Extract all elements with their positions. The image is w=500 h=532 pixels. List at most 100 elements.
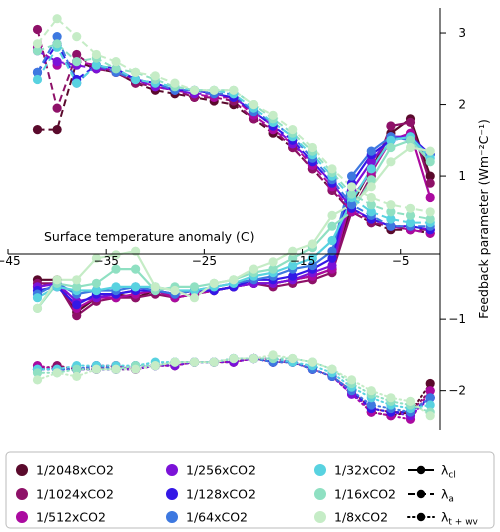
data-point-a xyxy=(386,221,396,231)
data-point-a xyxy=(366,192,376,203)
data-point-cl xyxy=(268,264,278,274)
data-point-a xyxy=(32,67,43,77)
data-point-twv xyxy=(52,368,62,378)
data-point-cl xyxy=(52,275,62,285)
data-point-a xyxy=(405,210,416,220)
legend-label: 1/16xCO2 xyxy=(334,487,396,502)
legend-marker xyxy=(166,488,178,500)
data-point-twv xyxy=(268,350,278,360)
legend: 1/2048xCO2 1/1024xCO2 1/512xCO2 1/256xCO2 1/… xyxy=(5,451,495,529)
data-point-twv xyxy=(366,400,376,410)
data-point-a xyxy=(52,125,62,135)
x-tick-label: −5 xyxy=(392,254,410,268)
data-point-cl xyxy=(131,264,141,274)
data-point-twv xyxy=(425,411,435,421)
data-point-twv xyxy=(307,357,317,367)
series-line-a-1/512xCO2 xyxy=(36,46,431,235)
data-point-a xyxy=(52,103,62,113)
data-point-cl xyxy=(170,285,180,296)
data-point-a xyxy=(52,57,62,67)
data-point-a xyxy=(111,64,121,74)
data-point-twv xyxy=(405,396,416,406)
data-point-cl xyxy=(425,157,435,167)
data-point-a xyxy=(52,31,62,42)
data-point-cl xyxy=(425,171,435,181)
data-point-a xyxy=(347,200,357,210)
data-point-cl xyxy=(288,253,298,263)
data-point-a xyxy=(405,203,416,213)
legend-label: 1/1024xCO2 xyxy=(36,487,114,502)
data-point-twv xyxy=(347,375,357,385)
data-point-cl xyxy=(405,142,416,153)
y-tick-label: −2 xyxy=(448,384,466,398)
data-point-cl xyxy=(386,135,396,145)
data-point-cl xyxy=(209,278,219,288)
data-point-cl xyxy=(327,221,337,231)
data-point-cl xyxy=(327,210,337,220)
data-point-cl xyxy=(366,157,376,167)
data-point-a xyxy=(189,85,200,95)
data-point-cl xyxy=(366,182,376,192)
y-tick-label: 3 xyxy=(458,26,466,40)
data-point-a xyxy=(111,57,121,67)
data-point-a xyxy=(72,78,82,88)
data-point-a xyxy=(288,125,298,135)
legend-label: 1/32xCO2 xyxy=(334,463,396,478)
data-point-a xyxy=(307,142,317,153)
data-point-a xyxy=(32,46,43,56)
data-point-a xyxy=(32,39,43,49)
data-point-cl xyxy=(91,278,101,288)
data-point-cl xyxy=(248,264,259,274)
data-point-a xyxy=(386,200,396,210)
legend-line-marker xyxy=(416,512,426,522)
data-point-a xyxy=(170,78,180,88)
data-point-cl xyxy=(32,293,43,303)
data-point-a xyxy=(72,57,82,67)
axes: −45 −35 −25 −15 −5 −2 −1 1 2 3 Surface temperatu… xyxy=(0,8,491,430)
data-point-twv xyxy=(425,400,435,410)
data-point-cl xyxy=(347,171,357,181)
data-point-cl xyxy=(111,282,121,292)
data-point-cl xyxy=(405,135,416,145)
data-point-a xyxy=(32,125,43,135)
data-point-twv xyxy=(209,357,219,367)
data-point-cl xyxy=(32,303,43,313)
legend-line-marker xyxy=(416,489,426,499)
data-point-cl xyxy=(288,271,298,281)
data-point-cl xyxy=(189,293,200,303)
data-point-cl xyxy=(229,275,239,285)
data-point-twv xyxy=(72,371,82,381)
data-point-cl xyxy=(327,260,337,271)
data-point-cl xyxy=(307,239,317,249)
data-point-cl xyxy=(405,117,416,127)
data-point-twv xyxy=(72,364,82,374)
data-point-a xyxy=(72,49,82,60)
legend-marker xyxy=(314,464,326,476)
data-point-cl xyxy=(72,282,82,292)
y-tick-label: −1 xyxy=(448,312,466,326)
data-point-a xyxy=(209,85,219,95)
series-line-a-1/1024xCO2 xyxy=(36,29,431,231)
data-point-cl xyxy=(327,253,337,263)
legend-marker xyxy=(314,488,326,500)
data-point-cl xyxy=(327,246,337,256)
data-point-cl xyxy=(386,142,396,153)
legend-marker xyxy=(166,464,178,476)
data-point-cl xyxy=(72,300,82,310)
data-point-twv xyxy=(425,386,435,396)
data-point-cl xyxy=(111,250,121,260)
data-point-a xyxy=(72,31,82,42)
data-point-a xyxy=(327,164,337,174)
data-point-a xyxy=(131,67,141,77)
data-point-cl xyxy=(189,282,200,292)
data-point-a xyxy=(150,71,160,81)
data-point-a xyxy=(386,214,396,224)
legend-label: 1/64xCO2 xyxy=(186,510,248,525)
legend-label: 1/8xCO2 xyxy=(334,510,388,525)
data-point-cl xyxy=(425,178,435,188)
legend-label: 1/128xCO2 xyxy=(186,487,256,502)
data-point-cl xyxy=(386,157,396,167)
data-point-a xyxy=(386,207,396,217)
legend-marker xyxy=(16,488,28,500)
data-point-cl xyxy=(425,146,435,156)
